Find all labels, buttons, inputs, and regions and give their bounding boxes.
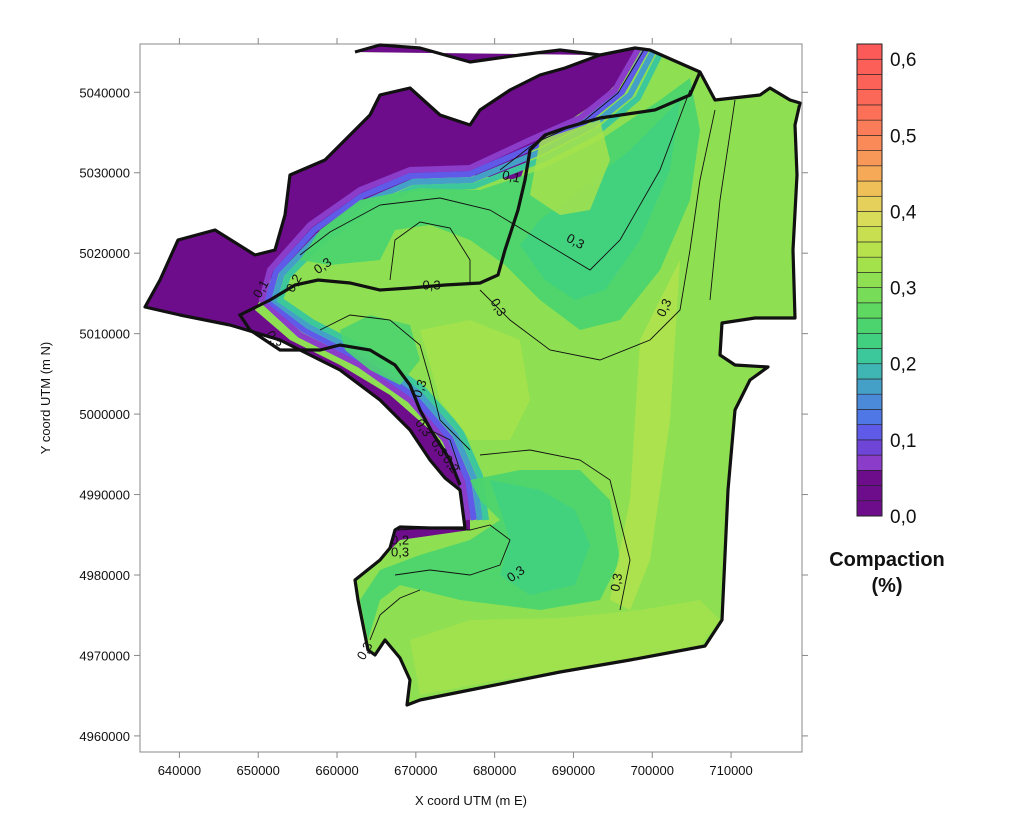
colorbar-band [856,393,883,410]
colorbar-tick-label: 0,3 [890,279,916,300]
y-tick-label: 5000000 [79,407,130,422]
y-tick-label: 4980000 [79,568,130,583]
y-tick-label: 5040000 [79,85,130,100]
colorbar-unit: (%) [871,575,902,597]
colorbar-tick-label: 0,5 [890,126,916,147]
colorbar-band [856,74,883,90]
frame-ticks [134,38,808,758]
colorbar-band [856,272,883,288]
colorbar-band [856,485,883,502]
x-tick-label: 650000 [237,763,280,778]
contour-label: 0,3 [607,572,625,592]
colorbar-band [856,89,883,106]
colorbar-band [856,363,883,380]
colorbar-band [856,165,883,182]
colorbar-band [856,226,883,243]
colorbar-band [856,58,883,75]
colorbar-band [856,287,883,304]
colorbar-band [856,119,883,136]
contour-label: 0,3 [564,230,587,252]
contour-label: 0,3 [653,296,674,319]
colorbar-band [856,470,883,486]
y-tick-label: 5020000 [79,246,130,261]
contour-label: 0,3 [391,544,409,559]
colorbar-band [856,439,883,456]
colorbar-tick-label: 0,0 [890,507,916,528]
x-tick-label: 710000 [709,763,752,778]
colorbar-band [856,317,883,334]
colorbar-band [856,302,883,319]
colorbar-labels: 0,0 0,1 0,2 0,3 0,4 0,5 0,6 [890,50,917,528]
contour-label: 0,3 [409,377,429,399]
colorbar-band [856,195,883,212]
colorbar-band [856,241,883,258]
colorbar-band [856,211,883,228]
x-tick-label: 640000 [158,763,201,778]
colorbar-band [856,150,883,167]
x-axis-title: X coord UTM (m E) [415,793,527,808]
colorbar-tick-label: 0,2 [890,355,916,376]
y-tick-label: 5030000 [79,166,130,181]
region-boundary [143,43,802,707]
colorbar-title: Compaction [829,549,945,571]
colorbar-tick-label: 0,4 [890,202,917,223]
colorbar-band [856,256,883,273]
x-tick-label: 680000 [473,763,516,778]
colorbar-band [856,348,883,365]
colorbar-band [856,500,883,517]
colorbar-tick-label: 0,6 [890,50,916,71]
sub-basin-boundary-north [237,71,702,486]
x-tick-label: 690000 [552,763,595,778]
x-tick-label: 700000 [631,763,674,778]
colorbar-band [856,180,883,197]
x-tick-labels: 640000 650000 660000 670000 680000 690000 7000… [158,763,753,778]
colorbar [856,43,883,517]
colorbar-frame [856,43,883,517]
x-tick-label: 670000 [394,763,437,778]
y-tick-label: 4970000 [79,648,130,663]
colorbar-band [856,332,883,349]
y-tick-labels: 4960000 4970000 4980000 4990000 5000000 50100… [79,85,130,744]
colorbar-band [856,409,883,425]
contour-label: 0,2 [391,532,409,547]
y-axis-title: Y coord UTM (m N) [38,342,53,454]
colorbar-band [856,454,883,471]
contour-label: 0,1 [501,167,522,185]
contour-labels: 0,10,20,10,30,30,30,30,30,30,30,30,30,20… [250,167,675,662]
y-tick-label: 4990000 [79,488,130,503]
x-tick-label: 660000 [315,763,358,778]
colorbar-band [856,104,883,121]
contour-label: 0,3 [423,277,441,292]
colorbar-band [856,43,883,60]
colorbar-band [856,378,883,395]
y-tick-label: 5010000 [79,327,130,342]
colorbar-band [856,424,883,441]
colorbar-tick-label: 0,1 [890,431,916,452]
colorbar-band [856,135,883,151]
y-tick-label: 4960000 [79,729,130,744]
mid-green-zone-core [520,100,680,300]
